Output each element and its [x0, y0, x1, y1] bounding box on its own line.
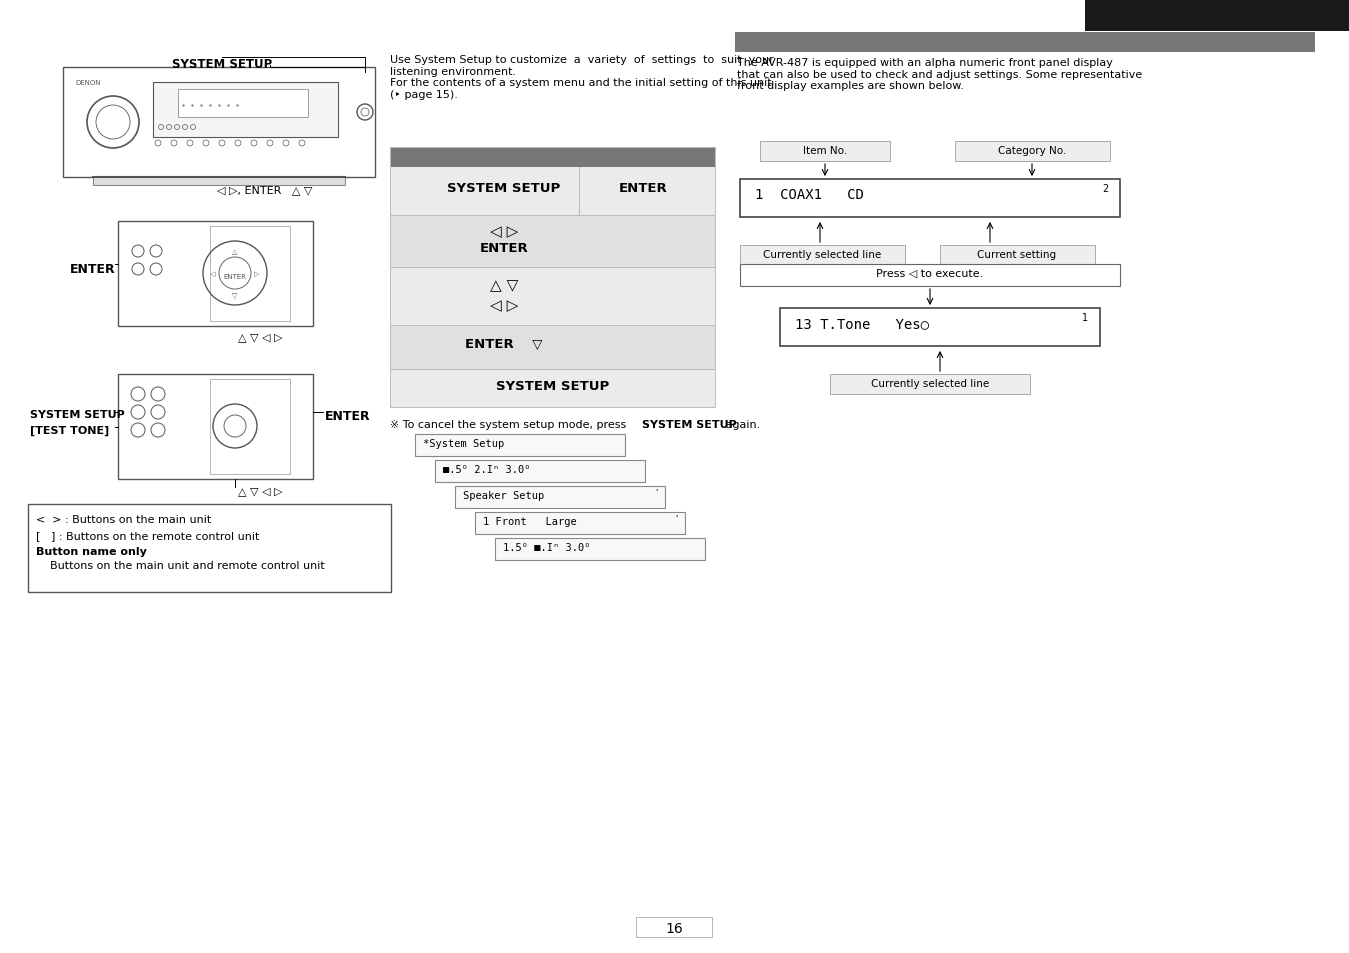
Text: △ ▽: △ ▽ [490, 277, 518, 293]
Text: *System Setup: *System Setup [424, 438, 505, 449]
Bar [455, 486, 665, 509]
Bar [210, 227, 290, 322]
Bar [741, 265, 1120, 287]
Bar [780, 309, 1099, 347]
Text: again.: again. [722, 419, 761, 430]
Bar [390, 148, 715, 168]
Bar [434, 460, 645, 482]
Text: △ ▽ ◁ ▷: △ ▽ ◁ ▷ [237, 332, 282, 341]
Text: 2: 2 [1102, 184, 1109, 193]
Text: Current setting: Current setting [978, 250, 1056, 260]
Text: [TEST TONE]: [TEST TONE] [30, 426, 109, 436]
Text: Button name only: Button name only [36, 546, 147, 557]
Text: 13 T.Tone   Yes○: 13 T.Tone Yes○ [795, 316, 929, 331]
Text: 1 Front   Large: 1 Front Large [483, 517, 577, 526]
Text: ▷: ▷ [255, 271, 260, 276]
Bar [830, 375, 1031, 395]
Bar [475, 513, 685, 535]
Text: ': ' [656, 489, 657, 497]
Bar [759, 142, 890, 162]
Text: ◁: ◁ [210, 271, 216, 276]
Bar [741, 246, 905, 266]
Text: ▽: ▽ [232, 293, 237, 298]
Bar [210, 379, 290, 475]
Bar [1085, 0, 1349, 32]
Bar [495, 538, 706, 560]
Bar [117, 222, 313, 327]
Text: SYSTEM SETUP: SYSTEM SETUP [447, 182, 560, 194]
Text: 1: 1 [1082, 313, 1089, 323]
Text: 16: 16 [665, 921, 683, 935]
Bar [117, 375, 313, 479]
Text: ◁ ▷: ◁ ▷ [490, 297, 518, 313]
Text: ENTER    ▽: ENTER ▽ [465, 337, 542, 351]
Text: ENTER: ENTER [70, 263, 116, 275]
Text: SYSTEM SETUP: SYSTEM SETUP [496, 379, 610, 393]
Text: Category No.: Category No. [998, 146, 1066, 156]
Text: Press ◁ to execute.: Press ◁ to execute. [877, 269, 983, 278]
Text: ◁ ▷: ◁ ▷ [490, 224, 518, 239]
Text: ■.5ᴼ 2.Iⁿ 3.0ᴼ: ■.5ᴼ 2.Iⁿ 3.0ᴼ [442, 464, 530, 475]
Bar [955, 142, 1110, 162]
Text: ※ To cancel the system setup mode, press: ※ To cancel the system setup mode, press [390, 419, 630, 430]
Text: ENTER: ENTER [479, 242, 527, 254]
Text: ◁ ▷, ENTER   △ ▽: ◁ ▷, ENTER △ ▽ [217, 185, 313, 194]
Bar [635, 917, 712, 937]
Bar [735, 33, 1315, 53]
Circle shape [219, 257, 251, 290]
Bar [152, 83, 339, 138]
Text: <  > : Buttons on the main unit: < > : Buttons on the main unit [36, 515, 212, 524]
Bar [390, 370, 715, 408]
Text: Use System Setup to customize  a  variety  of  settings  to  suit  your
listenin: Use System Setup to customize a variety … [390, 55, 774, 100]
Text: :: : [108, 546, 115, 557]
Text: ENTER: ENTER [619, 182, 668, 194]
Text: ENTER: ENTER [224, 274, 247, 280]
Text: ': ' [674, 515, 677, 523]
Bar [93, 178, 345, 186]
Text: SYSTEM SETUP: SYSTEM SETUP [171, 58, 272, 71]
Bar [390, 268, 715, 326]
Text: DENON: DENON [76, 80, 100, 86]
Bar [390, 148, 715, 408]
Bar [940, 246, 1095, 266]
Text: Speaker Setup: Speaker Setup [463, 491, 544, 500]
Bar [390, 326, 715, 370]
Text: The AVR-487 is equipped with an alpha numeric front panel display
that can also : The AVR-487 is equipped with an alpha nu… [737, 58, 1143, 91]
Text: 1.5ᴼ ■.Iⁿ 3.0ᴼ: 1.5ᴼ ■.Iⁿ 3.0ᴼ [503, 542, 591, 553]
Text: △ ▽ ◁ ▷: △ ▽ ◁ ▷ [237, 485, 282, 496]
Bar [741, 180, 1120, 218]
Bar [63, 68, 375, 178]
Bar [28, 504, 391, 593]
Circle shape [224, 416, 246, 437]
Text: Currently selected line: Currently selected line [764, 250, 881, 260]
Bar [152, 140, 339, 148]
Text: ENTER: ENTER [325, 410, 371, 422]
Text: △: △ [232, 249, 237, 254]
Text: Currently selected line: Currently selected line [871, 378, 989, 389]
Text: [   ] : Buttons on the remote control unit: [ ] : Buttons on the remote control unit [36, 531, 259, 540]
Text: Buttons on the main unit and remote control unit: Buttons on the main unit and remote cont… [36, 560, 325, 571]
Bar [390, 215, 715, 268]
Text: Item No.: Item No. [803, 146, 847, 156]
Bar [415, 435, 625, 456]
Bar [390, 168, 715, 215]
Text: SYSTEM SETUP: SYSTEM SETUP [30, 410, 124, 419]
Text: SYSTEM SETUP: SYSTEM SETUP [642, 419, 737, 430]
Bar [178, 90, 308, 118]
Text: 1  COAX1   CD: 1 COAX1 CD [755, 188, 863, 202]
